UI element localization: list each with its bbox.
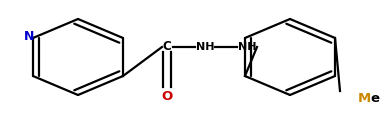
Text: M: M (358, 92, 371, 106)
Text: e: e (370, 92, 379, 106)
Text: O: O (161, 89, 173, 102)
Text: NH: NH (238, 42, 256, 52)
Text: C: C (163, 40, 171, 54)
Text: NH: NH (196, 42, 214, 52)
Text: N: N (24, 30, 34, 42)
